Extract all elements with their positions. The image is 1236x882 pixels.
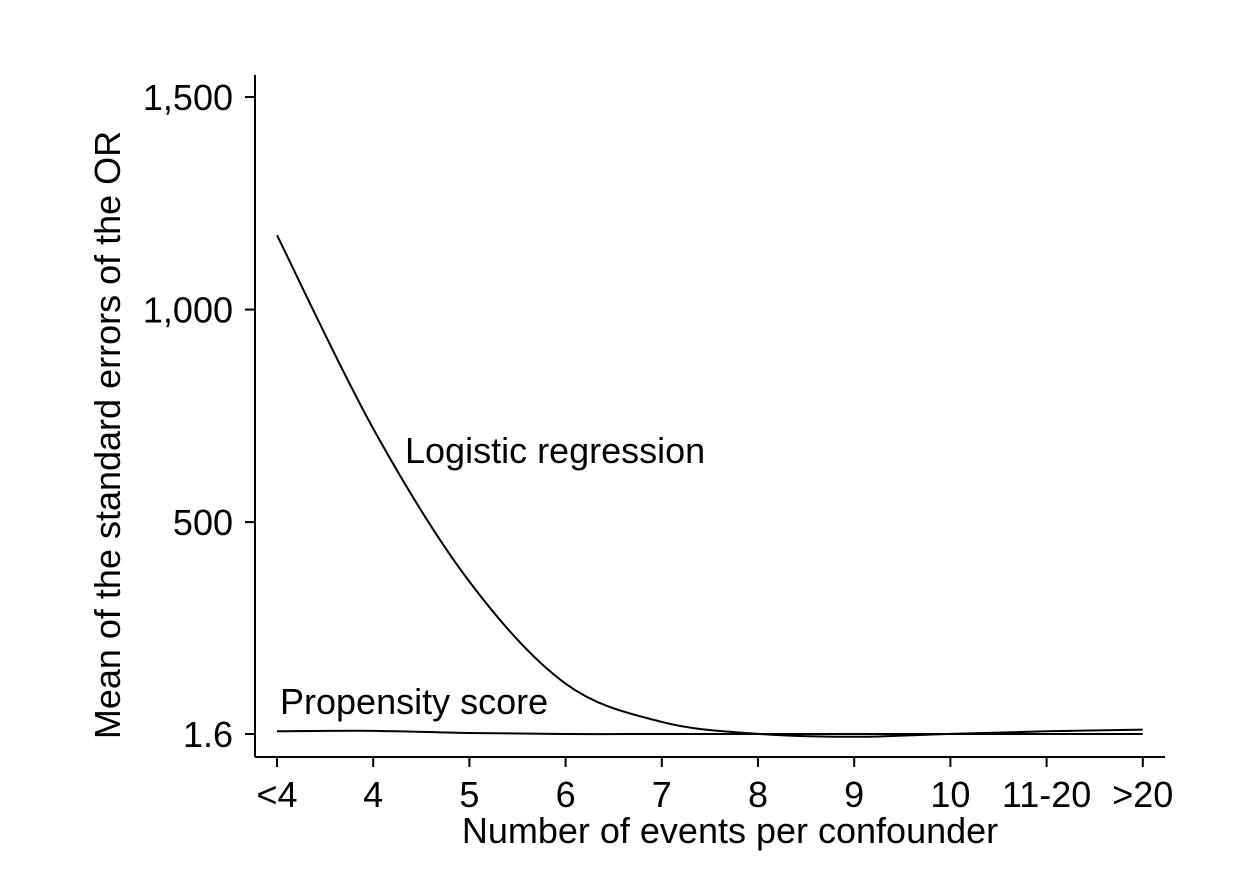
propensity-score-label: Propensity score xyxy=(280,681,548,722)
logistic-regression-label: Logistic regression xyxy=(405,430,705,471)
x-tick-label: 9 xyxy=(844,774,864,815)
axes xyxy=(254,75,1165,758)
x-tick-label: 8 xyxy=(748,774,768,815)
propensity-score-line xyxy=(276,729,1143,736)
x-tick-label: 10 xyxy=(930,774,970,815)
y-tick-label: 1.6 xyxy=(183,714,233,755)
y-axis-title: Mean of the standard errors of the OR xyxy=(87,131,128,739)
y-tick-label: 1,000 xyxy=(143,290,233,331)
logistic-regression-line xyxy=(276,234,1143,738)
series-lines xyxy=(276,234,1143,738)
y-axis-ticks: 1.6 500 1,000 1,500 xyxy=(143,77,255,755)
series-labels: Logistic regression Propensity score xyxy=(280,430,705,722)
y-tick-label: 1,500 xyxy=(143,77,233,118)
x-tick-label: 6 xyxy=(556,774,576,815)
x-tick-label: 7 xyxy=(652,774,672,815)
x-tick-label: 11-20 xyxy=(1002,774,1091,815)
x-tick-label: >20 xyxy=(1112,774,1173,815)
x-tick-label: 4 xyxy=(363,774,383,815)
x-axis-ticks: <4 4 5 6 7 8 9 10 11-20 >20 xyxy=(256,757,1173,815)
x-tick-label: <4 xyxy=(256,774,297,815)
y-tick-label: 500 xyxy=(173,502,233,543)
x-tick-label: 5 xyxy=(459,774,479,815)
x-axis-title: Number of events per confounder xyxy=(462,810,998,851)
